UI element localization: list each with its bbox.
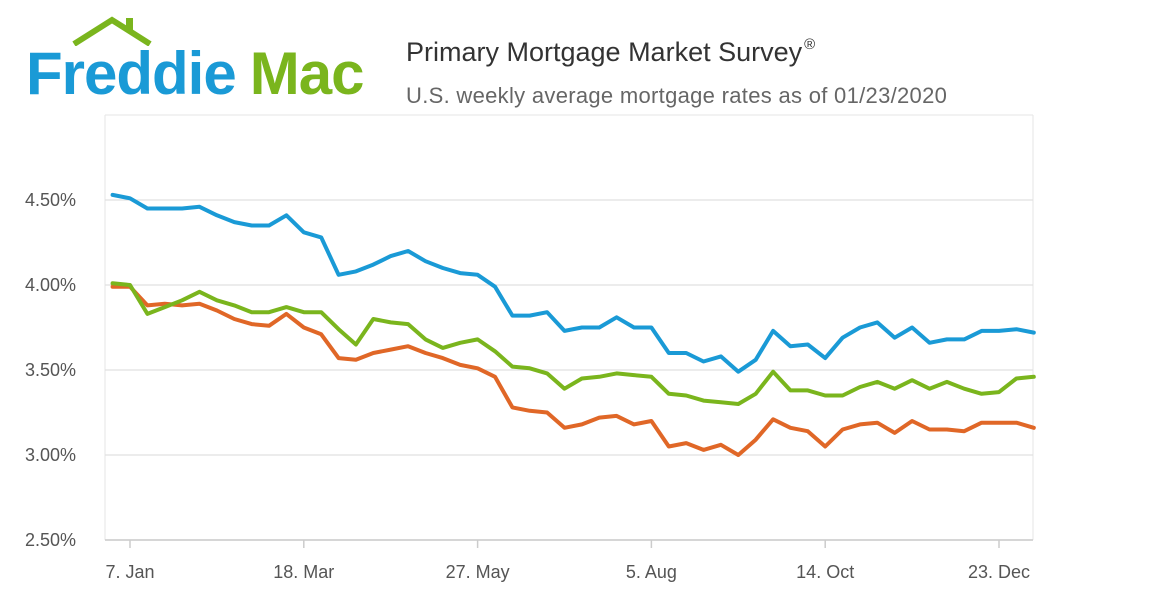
chart-header: Primary Mortgage Market Survey ® U.S. wee…	[406, 28, 947, 111]
y-tick-label: 3.00%	[25, 445, 76, 465]
chart-subtitle: U.S. weekly average mortgage rates as of…	[406, 83, 948, 108]
x-tick-label: 23. Dec	[968, 562, 1030, 582]
chart-title-text: Primary Mortgage Market Survey	[406, 37, 803, 67]
x-tick-label: 14. Oct	[796, 562, 854, 582]
y-tick-label: 4.50%	[25, 190, 76, 210]
x-tick-label: 5. Aug	[626, 562, 677, 582]
y-tick-label: 2.50%	[25, 530, 76, 550]
x-tick-label: 27. May	[446, 562, 510, 582]
logo-word-freddie: Freddie	[26, 40, 237, 107]
x-tick-label: 18. Mar	[273, 562, 334, 582]
freddie-mac-logo: Freddie Mac	[26, 16, 371, 107]
logo-word-mac: Mac	[249, 40, 365, 107]
y-axis: 2.50% 3.00% 3.50% 4.00% 4.50%	[25, 190, 76, 550]
registered-mark: ®	[804, 36, 816, 53]
series-line-30-year-fixed	[110, 192, 1036, 374]
x-axis: 7. Jan 18. Mar 27. May 5. Aug 14. Oct 23. Dec	[105, 539, 1033, 582]
series-line-15-year-fixed	[110, 284, 1036, 457]
chart-title: Primary Mortgage Market Survey ®	[406, 28, 947, 69]
house-roof-icon	[72, 16, 152, 46]
y-tick-label: 3.50%	[25, 360, 76, 380]
gridlines	[104, 114, 1034, 541]
series-line-5-1-year-arm	[110, 281, 1036, 406]
series-lines	[110, 192, 1036, 457]
x-tick-label: 7. Jan	[105, 562, 154, 582]
y-tick-label: 4.00%	[25, 275, 76, 295]
